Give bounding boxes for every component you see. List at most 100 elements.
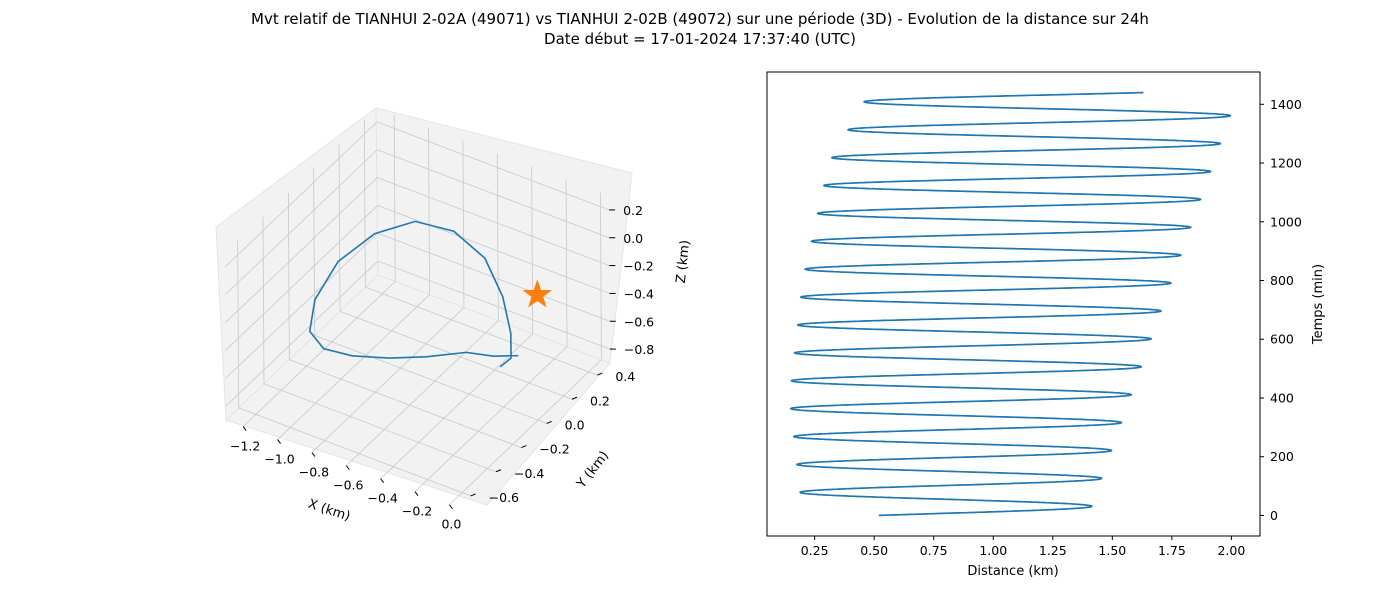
grid-left-z: [225, 177, 378, 323]
ticks-3d: −1.2 −1.0 −0.8 −0.6 −0.4 −0.2 0.0 −0.6 −0.4 −0.2 0…: [230, 203, 654, 532]
x-tick-label: 1.75: [1158, 543, 1186, 558]
x-tick: [345, 465, 350, 470]
x-tick-label: 0.50: [860, 543, 888, 558]
y-tick-label: 0.0: [565, 417, 585, 432]
x-axis-label: X (km): [306, 497, 352, 525]
x-tick-label: −0.6: [333, 478, 363, 493]
y-tick-label: 800: [1270, 273, 1294, 288]
y-tick-label: 1000: [1270, 214, 1302, 229]
grid-back-z: [377, 149, 610, 239]
x-tick-label: 2.00: [1217, 543, 1245, 558]
grid-back-x: [531, 166, 534, 334]
grid-floor-y: [339, 310, 573, 400]
grid-back-x: [565, 179, 568, 347]
y-tick: [495, 469, 502, 473]
y-tick-label: 1400: [1270, 97, 1302, 112]
distance-line: [789, 91, 1232, 517]
y-tick: [597, 372, 603, 376]
grid-left-y: [338, 144, 341, 312]
x-tick-label: 0.75: [920, 543, 948, 558]
grid-left-y: [363, 120, 366, 288]
x-axis-label-distance: Distance (km): [967, 564, 1058, 579]
grid-floor-y: [365, 286, 598, 376]
x-tick-label: −1.2: [230, 439, 260, 454]
grid-left-z: [225, 205, 378, 351]
z-tick-label: 0.0: [623, 231, 643, 246]
grid-floor-y: [263, 383, 497, 473]
y-tick-label: 1200: [1270, 156, 1302, 171]
x-tick-label: −0.2: [402, 504, 432, 519]
z-tick-label: −0.2: [623, 259, 653, 274]
plot-3d-trajectory: −1.2 −1.0 −0.8 −0.6 −0.4 −0.2 0.0 −0.6 −0.4 −0.2 0…: [215, 107, 693, 532]
z-axis-label: Z (km): [674, 239, 693, 284]
grid-left-y: [313, 168, 316, 336]
grid-left-y: [237, 240, 240, 408]
grid-back-z: [376, 121, 610, 211]
star-marker: [522, 279, 553, 308]
grid-left-z: [224, 121, 378, 268]
trajectory-line: [308, 220, 519, 368]
y-tick-label: −0.4: [514, 466, 544, 481]
y-tick-label: −0.6: [489, 490, 519, 505]
y-tick: [470, 493, 476, 497]
grid-left-z: [224, 149, 378, 296]
grid-left-y: [262, 216, 265, 384]
grid-floor-x: [449, 359, 602, 506]
y-tick-label: 200: [1270, 449, 1294, 464]
grid-back-x: [428, 127, 430, 295]
grid-floor-y: [289, 359, 522, 448]
chart-title: Mvt relatif de TIANHUI 2-02A (49071) vs …: [251, 10, 1149, 28]
grid-left-z: [225, 232, 379, 379]
grid-floor-x: [346, 320, 499, 466]
grid-floor-x: [380, 333, 533, 479]
plot-distance-vs-time: 0.25 0.50 0.75 1.00 1.25 1.50 1.75 2.00 0 200 400 6…: [766, 71, 1326, 579]
x-tick: [414, 491, 419, 497]
grid-floor-x: [277, 294, 430, 440]
x-tick: [449, 504, 453, 510]
grid-back-z: [377, 177, 610, 266]
grid-floor-y: [238, 407, 471, 497]
y-axis-label: Y (km): [574, 449, 613, 492]
y-tick-label: −0.2: [539, 442, 569, 457]
y-axis-label-temps: Temps (min): [1311, 264, 1326, 345]
x-tick-label: 1.50: [1098, 543, 1126, 558]
grid-floor-y: [314, 335, 547, 424]
grid-back-x: [393, 114, 396, 282]
y-tick-label: 0: [1270, 508, 1278, 523]
z-tick-label: 0.2: [623, 203, 643, 218]
x-tick-label: −0.4: [367, 491, 397, 506]
z-tick-label: −0.6: [624, 314, 654, 329]
grid-floor-x: [414, 346, 568, 492]
x-tick-label: 0.0: [441, 517, 461, 532]
x-tick-label: −0.8: [299, 465, 329, 480]
x-tick: [242, 426, 247, 431]
chart-subtitle: Date début = 17-01-2024 17:37:40 (UTC): [544, 30, 856, 48]
y-tick-label: 600: [1270, 332, 1294, 347]
grid-floor-x: [311, 307, 465, 453]
x-tick-label: 0.25: [801, 543, 829, 558]
grid-back-z: [377, 205, 610, 294]
grid-back-x: [496, 153, 499, 321]
z-tick-label: −0.4: [624, 286, 654, 301]
y-tick-label: 400: [1270, 390, 1294, 405]
ticks-2d: 0.25 0.50 0.75 1.00 1.25 1.50 1.75 2.00 0 200 400 6…: [801, 97, 1302, 558]
x-tick: [311, 452, 316, 457]
x-tick: [380, 478, 385, 483]
grid-back-z: [377, 260, 611, 350]
x-tick-label: 1.25: [1039, 543, 1067, 558]
z-tick-label: −0.8: [624, 342, 654, 357]
x-tick-label: −1.0: [264, 452, 294, 467]
grid-back-x: [600, 192, 602, 360]
x-tick: [277, 439, 281, 444]
grid-left-y: [287, 192, 290, 360]
y-tick-label: 0.2: [590, 393, 610, 408]
grid-floor-x: [242, 281, 396, 427]
y-tick: [546, 420, 552, 424]
x-tick-label: 1.00: [979, 543, 1007, 558]
y-tick: [571, 396, 578, 400]
grid-back-x: [462, 140, 465, 308]
grid-left-z: [225, 260, 379, 407]
y-tick: [521, 445, 527, 449]
y-tick-label: 0.4: [615, 369, 635, 384]
